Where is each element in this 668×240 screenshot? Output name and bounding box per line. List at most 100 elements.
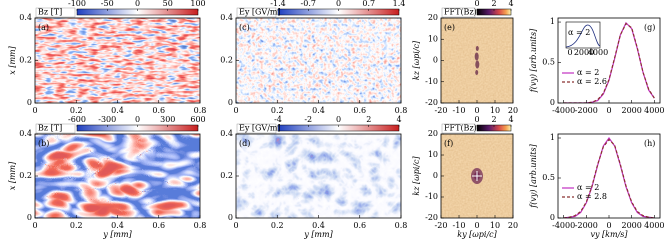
x-tick-label: 2000 — [621, 221, 641, 230]
colorbar-tick-label: -50 — [101, 0, 114, 8]
x-tick-label: -10 — [453, 106, 466, 115]
colorbar-tick-label: 2 — [491, 0, 496, 8]
y-axis-label: f(vy) [arb.units] — [529, 28, 538, 93]
y-tick-label: 1 — [550, 133, 555, 142]
y-tick-label: 0.2 — [220, 56, 233, 65]
y-axis-label: f(vy) [arb.units] — [529, 143, 538, 208]
colorbar-label-box — [441, 7, 476, 18]
fft-spot — [475, 70, 479, 75]
y-tick-label: 0.2 — [19, 56, 32, 65]
colorbar-tick-label: 0 — [336, 0, 341, 8]
colorbar-tick-label: 4 — [508, 0, 513, 8]
x-tick-label: 0.8 — [395, 106, 408, 115]
x-tick-label: 0 — [606, 221, 611, 230]
colorbar-label: FFT(Bz) — [444, 8, 477, 17]
x-tick-label: 0.2 — [271, 106, 284, 115]
y-tick-label: 0.5 — [542, 58, 555, 67]
y-tick-label: 0.4 — [220, 13, 233, 22]
x-tick-label: 0.6 — [152, 221, 165, 230]
legend-label: α = 2 — [577, 68, 599, 77]
inset-curve — [565, 24, 601, 48]
x-tick-label: -4000 — [552, 106, 575, 115]
y-axis-label: x [mm] — [8, 161, 17, 190]
y-tick-label: -20 — [425, 213, 438, 222]
y-axis-label: kz [ωpi/c] — [412, 156, 421, 196]
x-axis-label: y [mm] — [102, 230, 132, 239]
y-tick-label: -20 — [425, 98, 438, 107]
x-tick-label: -2000 — [575, 221, 598, 230]
colorbar-tick-label: 1.4 — [393, 0, 406, 8]
panel-label: (c) — [239, 23, 250, 32]
y-tick-label: 0 — [433, 171, 438, 180]
inset-tick-label: 0 — [567, 48, 572, 57]
fft-spot — [475, 60, 480, 69]
x-tick-label: 0.6 — [353, 106, 366, 115]
colorbar-tick-label: 600 — [190, 115, 205, 124]
y-tick-label: -10 — [425, 77, 438, 86]
colorbar-tick-label: 0 — [474, 0, 479, 8]
x-tick-label: 0.2 — [70, 106, 83, 115]
x-tick-label: 0.6 — [152, 106, 165, 115]
y-tick-label: 0.4 — [220, 129, 233, 138]
y-tick-label: 0 — [27, 213, 32, 222]
y-tick-label: 0 — [228, 98, 233, 107]
colorbar-tick-label: 0.7 — [362, 0, 375, 8]
x-tick-label: 0.2 — [271, 221, 284, 230]
x-tick-label: 20 — [508, 221, 518, 230]
fft-cross — [472, 171, 482, 181]
x-tick-label: 10 — [490, 221, 500, 230]
fft-spot — [475, 46, 479, 51]
y-tick-label: 0.4 — [19, 13, 32, 22]
y-tick-label: 20 — [428, 129, 438, 138]
x-tick-label: 4000 — [644, 106, 664, 115]
colorbar-label: Ey [GV/m] — [239, 124, 281, 133]
x-tick-label: 0.2 — [70, 221, 83, 230]
colorbar-label-box — [236, 123, 277, 134]
x-tick-label: 0 — [606, 106, 611, 115]
panel-label: (d) — [239, 139, 250, 148]
colorbar-tick-label: 0 — [474, 115, 479, 124]
series-line — [563, 136, 655, 218]
colorbar-tick-label: 4 — [508, 115, 513, 124]
x-tick-label: 0 — [474, 221, 479, 230]
x-tick-label: -4000 — [552, 221, 575, 230]
colorbar-tick-label: 100 — [190, 0, 205, 8]
colorbar-tick-label: -4 — [274, 115, 282, 124]
x-tick-label: 0 — [474, 106, 479, 115]
inset-tick-label: 4000 — [588, 48, 608, 57]
x-tick-label: 20 — [508, 106, 518, 115]
panel-label: (f) — [444, 139, 453, 148]
x-axis-label: vy [km/s] — [590, 230, 628, 239]
x-tick-label: -20 — [435, 221, 448, 230]
y-tick-label: 1 — [550, 17, 555, 26]
inset-tick-label: 2000 — [574, 48, 594, 57]
x-tick-label: 0.4 — [312, 106, 325, 115]
y-tick-label: 10 — [428, 150, 438, 159]
colorbar-tick-label: -0.7 — [301, 0, 316, 8]
x-tick-label: 0 — [32, 106, 37, 115]
panel-label: (e) — [444, 23, 455, 32]
y-axis-label: kz [ωpi/c] — [412, 40, 421, 80]
colorbar-label: Bz [T] — [38, 8, 62, 17]
panel-label: (a) — [38, 23, 49, 32]
y-tick-label: 0 — [27, 98, 32, 107]
x-tick-label: 0.4 — [312, 221, 325, 230]
x-tick-label: 0 — [233, 106, 238, 115]
y-tick-label: 0 — [550, 98, 555, 107]
colorbar-tick-label: -2 — [304, 115, 312, 124]
colorbar-tick-label: 0 — [135, 115, 140, 124]
fft-map — [441, 18, 513, 103]
y-tick-label: -10 — [425, 192, 438, 201]
x-tick-label: 0 — [233, 221, 238, 230]
colorbar-tick-label: 4 — [396, 115, 401, 124]
y-tick-label: 20 — [428, 13, 438, 22]
series-line — [563, 22, 655, 103]
x-tick-label: 0.8 — [194, 221, 207, 230]
x-tick-label: 0 — [32, 221, 37, 230]
y-tick-label: 0 — [228, 213, 233, 222]
colorbar-tick-label: 300 — [160, 115, 175, 124]
x-axis-label: ky [ωpi/c] — [457, 230, 497, 239]
colorbar-label: FFT(Bz) — [444, 124, 477, 133]
x-tick-label: 0.6 — [353, 221, 366, 230]
y-tick-label: 0.2 — [220, 171, 233, 180]
